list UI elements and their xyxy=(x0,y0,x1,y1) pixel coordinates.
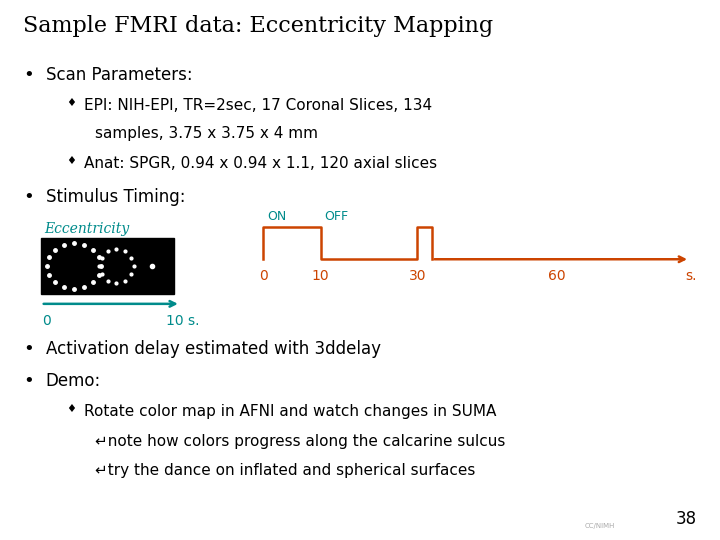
Text: Eccentricity: Eccentricity xyxy=(45,222,130,236)
Text: Demo:: Demo: xyxy=(46,372,101,390)
Text: •: • xyxy=(23,66,34,84)
Text: 0: 0 xyxy=(258,269,268,283)
Text: ↵try the dance on inflated and spherical surfaces: ↵try the dance on inflated and spherical… xyxy=(94,463,475,478)
Text: Rotate color map in AFNI and watch changes in SUMA: Rotate color map in AFNI and watch chang… xyxy=(84,404,496,419)
Text: ♦: ♦ xyxy=(66,404,76,414)
Bar xyxy=(41,238,174,294)
Text: 10: 10 xyxy=(312,269,329,283)
Text: EPI: NIH-EPI, TR=2sec, 17 Coronal Slices, 134: EPI: NIH-EPI, TR=2sec, 17 Coronal Slices… xyxy=(84,98,432,113)
Text: •: • xyxy=(23,340,34,358)
Text: Scan Parameters:: Scan Parameters: xyxy=(46,66,192,84)
Text: Sample FMRI data: Eccentricity Mapping: Sample FMRI data: Eccentricity Mapping xyxy=(23,15,493,37)
Text: ON: ON xyxy=(267,210,286,222)
Text: OFF: OFF xyxy=(324,210,348,222)
Text: s.: s. xyxy=(685,269,697,283)
Text: Activation delay estimated with 3ddelay: Activation delay estimated with 3ddelay xyxy=(46,340,381,358)
Text: 10 s.: 10 s. xyxy=(166,314,200,328)
Text: ♦: ♦ xyxy=(66,98,76,108)
Text: ↵note how colors progress along the calcarine sulcus: ↵note how colors progress along the calc… xyxy=(94,434,505,449)
Text: 38: 38 xyxy=(676,510,697,528)
Text: •: • xyxy=(23,372,34,390)
Text: 60: 60 xyxy=(549,269,566,283)
Text: CC/NIMH: CC/NIMH xyxy=(584,523,615,529)
Text: 0: 0 xyxy=(42,314,51,328)
Text: ♦: ♦ xyxy=(66,156,76,166)
Text: Anat: SPGR, 0.94 x 0.94 x 1.1, 120 axial slices: Anat: SPGR, 0.94 x 0.94 x 1.1, 120 axial… xyxy=(84,156,437,171)
Text: •: • xyxy=(23,188,34,206)
Text: samples, 3.75 x 3.75 x 4 mm: samples, 3.75 x 3.75 x 4 mm xyxy=(94,126,318,141)
Text: 30: 30 xyxy=(409,269,426,283)
Text: Stimulus Timing:: Stimulus Timing: xyxy=(46,188,185,206)
